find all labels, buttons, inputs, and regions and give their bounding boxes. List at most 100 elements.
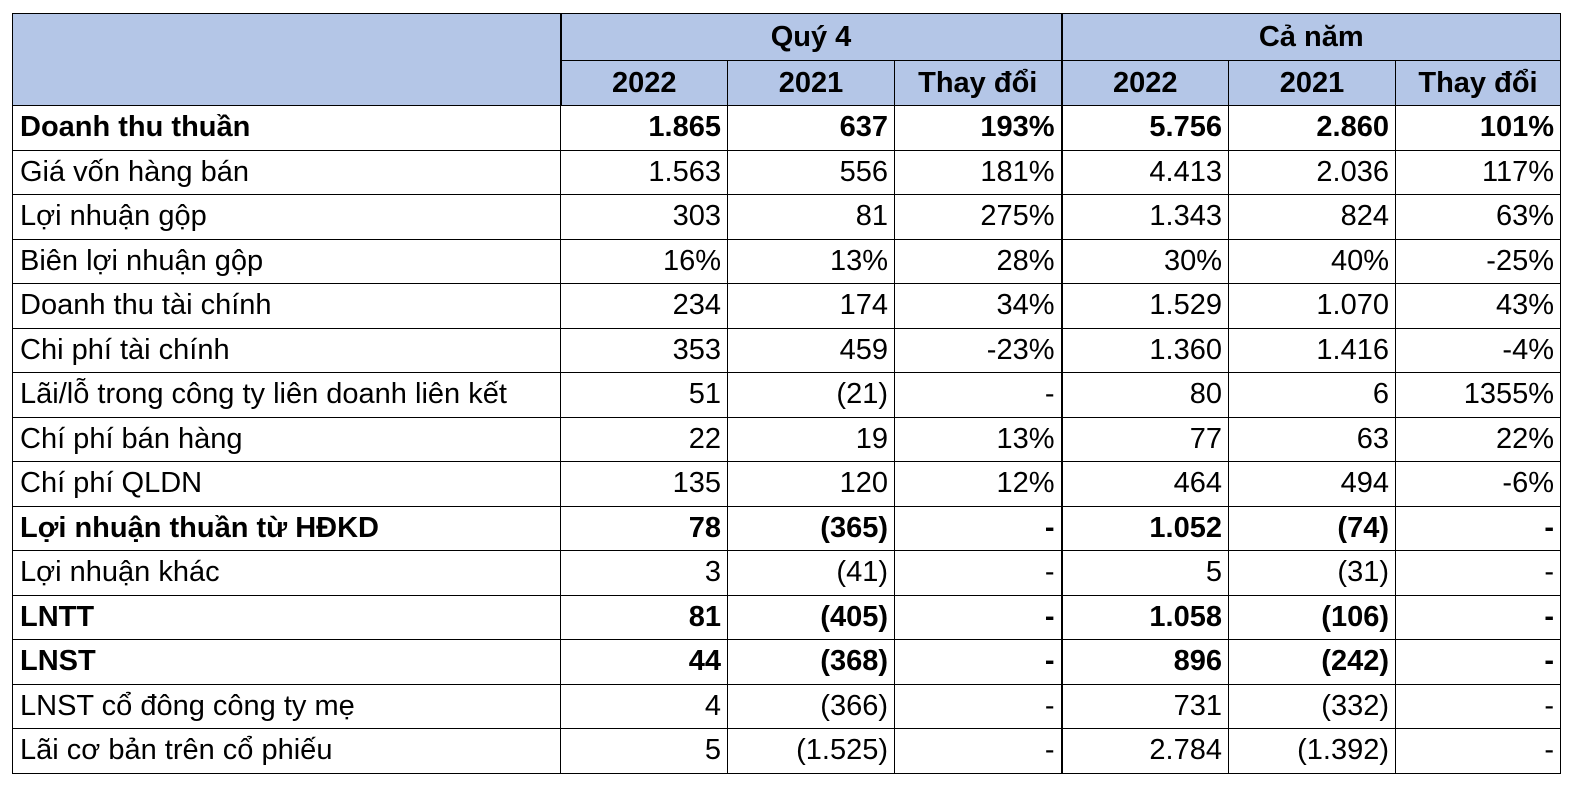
- row-value-cell: 1.052: [1061, 505, 1229, 551]
- row-value-cell: -6%: [1395, 461, 1561, 507]
- row-value-cell: 34%: [894, 283, 1063, 329]
- row-label: LNTT: [12, 594, 561, 640]
- row-value-cell: (332): [1228, 683, 1396, 729]
- header-year-2022: 2022: [1061, 60, 1229, 106]
- row-value-cell: (41): [727, 550, 895, 596]
- row-value-cell: 1.529: [1061, 283, 1229, 329]
- row-value-cell: 464: [1061, 461, 1229, 507]
- row-value-cell: 275%: [894, 194, 1063, 240]
- table-row: Chí phí QLDN 135 120 12% 464 494 -6%: [12, 461, 1561, 507]
- row-value-cell: 5.756: [1061, 105, 1229, 151]
- header-q4-change: Thay đổi: [894, 60, 1063, 106]
- row-value-cell: 1.343: [1061, 194, 1229, 240]
- row-value-cell: 40%: [1228, 238, 1396, 284]
- row-value-cell: 51: [560, 372, 728, 418]
- row-value-cell: 19: [727, 416, 895, 462]
- row-label: Doanh thu thuần: [12, 105, 561, 151]
- table-row: LNTT 81 (405) -1.058 (106) -: [12, 594, 1561, 640]
- row-value-cell: 6: [1228, 372, 1396, 418]
- header-year-2021: 2021: [1228, 60, 1396, 106]
- row-value-cell: (31): [1228, 550, 1396, 596]
- row-value-cell: -: [1395, 728, 1561, 774]
- table-body: Doanh thu thuần 1.865 637 193% 5.756 2.860 101…: [12, 105, 1561, 774]
- row-value-cell: 5: [1061, 550, 1229, 596]
- row-value-cell: 193%: [894, 105, 1063, 151]
- row-value-cell: 181%: [894, 149, 1063, 195]
- row-value-cell: 30%: [1061, 238, 1229, 284]
- row-value-cell: 78: [560, 505, 728, 551]
- row-value-cell: 4.413: [1061, 149, 1229, 195]
- row-value-cell: 1355%: [1395, 372, 1561, 418]
- row-value-cell: (365): [727, 505, 895, 551]
- income-statement-table: Quý 4 Cả năm 2022 2021 Thay đổi 2022 202…: [12, 13, 1561, 774]
- row-value-cell: 353: [560, 327, 728, 373]
- table-row: Lợi nhuận khác 3 (41) -5 (31) -: [12, 550, 1561, 596]
- row-label: Lãi cơ bản trên cổ phiếu: [12, 728, 561, 774]
- table-row: Lãi cơ bản trên cổ phiếu 5 (1.525) -2.784 (1…: [12, 728, 1561, 774]
- row-value-cell: -: [1395, 639, 1561, 685]
- table-row: Giá vốn hàng bán 1.563 556 181% 4.413 2.036 11…: [12, 149, 1561, 195]
- header-corner-cell: [12, 13, 562, 106]
- header-q4: Quý 4: [560, 13, 1063, 61]
- row-label: Biên lợi nhuận gộp: [12, 238, 561, 284]
- row-value-cell: 896: [1061, 639, 1229, 685]
- table-row: Doanh thu thuần 1.865 637 193% 5.756 2.860 101…: [12, 105, 1561, 151]
- row-value-cell: 824: [1228, 194, 1396, 240]
- row-value-cell: 43%: [1395, 283, 1561, 329]
- row-value-cell: 2.860: [1228, 105, 1396, 151]
- table-row: Lợi nhuận gộp 303 81 275% 1.343 824 63%: [12, 194, 1561, 240]
- row-label: Lợi nhuận gộp: [12, 194, 561, 240]
- row-value-cell: 44: [560, 639, 728, 685]
- header-column-row: 2022 2021 Thay đổi 2022 2021 Thay đổi: [13, 60, 1561, 106]
- row-value-cell: 81: [560, 594, 728, 640]
- header-full-year: Cả năm: [1061, 13, 1561, 61]
- header-year-change: Thay đổi: [1395, 60, 1561, 106]
- row-value-cell: (21): [727, 372, 895, 418]
- table-row: Biên lợi nhuận gộp 16% 13% 28% 30% 40% -25%: [12, 238, 1561, 284]
- row-value-cell: (366): [727, 683, 895, 729]
- row-value-cell: -: [894, 550, 1063, 596]
- row-value-cell: 2.784: [1061, 728, 1229, 774]
- row-value-cell: -: [894, 728, 1063, 774]
- row-value-cell: 459: [727, 327, 895, 373]
- header-q4-2022: 2022: [560, 60, 728, 106]
- row-value-cell: 1.865: [560, 105, 728, 151]
- row-value-cell: 234: [560, 283, 728, 329]
- row-label: Lãi/lỗ trong công ty liên doanh liên kết: [12, 372, 561, 418]
- row-value-cell: 1.058: [1061, 594, 1229, 640]
- row-label: LNST cổ đông công ty mẹ: [12, 683, 561, 729]
- row-value-cell: 120: [727, 461, 895, 507]
- row-value-cell: (74): [1228, 505, 1396, 551]
- row-label: Lợi nhuận khác: [12, 550, 561, 596]
- table-row: Lợi nhuận thuần từ HĐKD 78 (365) -1.052 (74)…: [12, 505, 1561, 551]
- row-value-cell: 22%: [1395, 416, 1561, 462]
- row-value-cell: 4: [560, 683, 728, 729]
- row-value-cell: 28%: [894, 238, 1063, 284]
- row-value-cell: 637: [727, 105, 895, 151]
- row-value-cell: 1.563: [560, 149, 728, 195]
- row-value-cell: 80: [1061, 372, 1229, 418]
- row-value-cell: 63%: [1395, 194, 1561, 240]
- row-value-cell: -: [894, 594, 1063, 640]
- row-value-cell: 16%: [560, 238, 728, 284]
- table-row: Lãi/lỗ trong công ty liên doanh liên kết…: [12, 372, 1561, 418]
- row-label: Lợi nhuận thuần từ HĐKD: [12, 505, 561, 551]
- row-value-cell: -: [1395, 594, 1561, 640]
- row-label: Doanh thu tài chính: [12, 283, 561, 329]
- row-value-cell: -: [894, 372, 1063, 418]
- row-label: Chi phí tài chính: [12, 327, 561, 373]
- row-value-cell: 1.070: [1228, 283, 1396, 329]
- row-value-cell: 135: [560, 461, 728, 507]
- row-label: Giá vốn hàng bán: [12, 149, 561, 195]
- row-value-cell: 81: [727, 194, 895, 240]
- table-header: Quý 4 Cả năm 2022 2021 Thay đổi 2022 202…: [12, 13, 1561, 106]
- row-value-cell: -: [894, 505, 1063, 551]
- table-row: Chí phí bán hàng 22 19 13% 77 63 22%: [12, 416, 1561, 462]
- row-value-cell: -: [894, 683, 1063, 729]
- row-value-cell: 3: [560, 550, 728, 596]
- row-value-cell: 1.360: [1061, 327, 1229, 373]
- row-value-cell: 22: [560, 416, 728, 462]
- row-value-cell: -: [1395, 550, 1561, 596]
- row-value-cell: (368): [727, 639, 895, 685]
- row-value-cell: (106): [1228, 594, 1396, 640]
